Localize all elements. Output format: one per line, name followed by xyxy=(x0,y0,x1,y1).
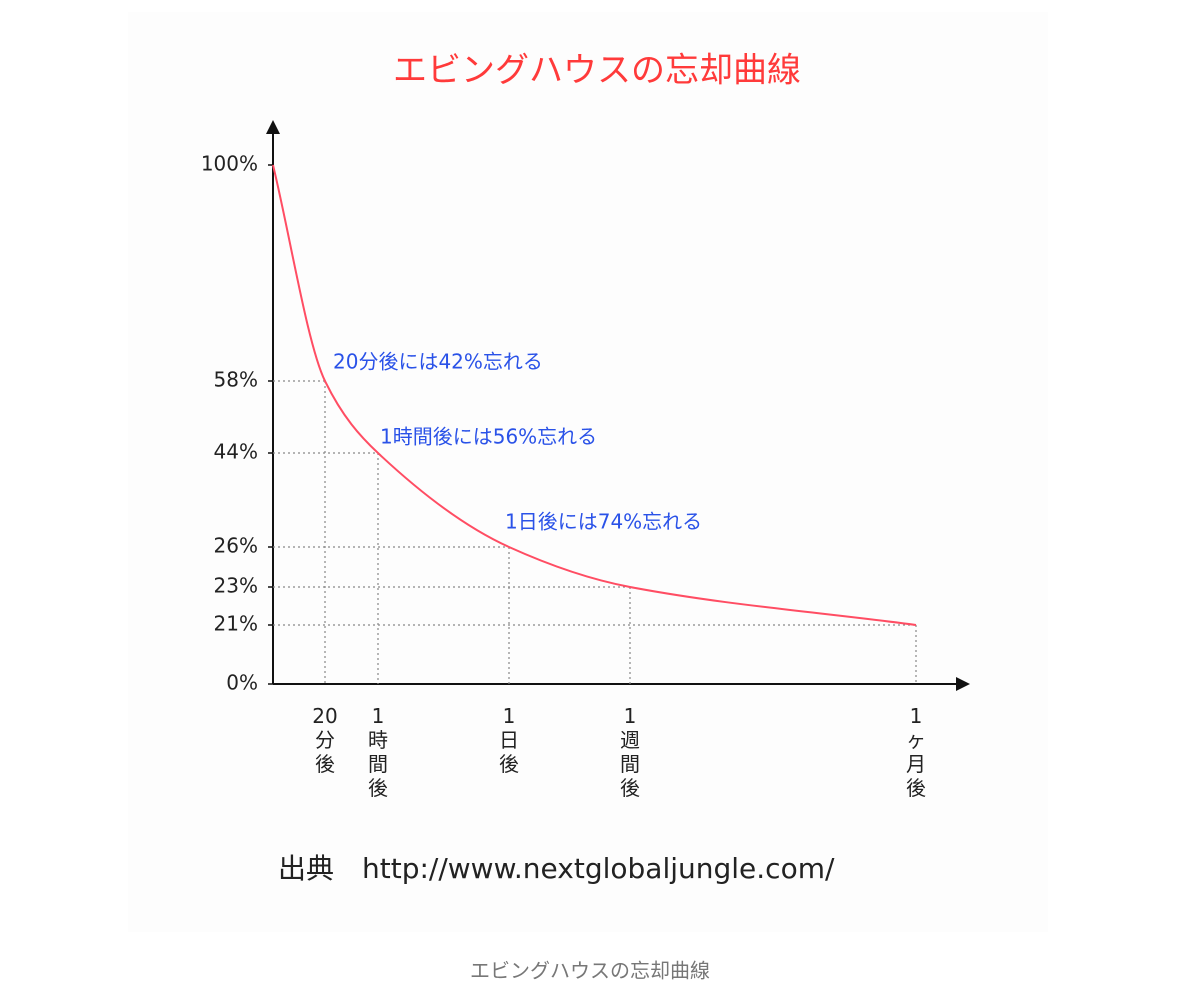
chart-title: エビングハウスの忘却曲線 xyxy=(393,51,801,91)
x-tick-label: 1 時間後 xyxy=(368,704,388,800)
figure-background xyxy=(128,12,1048,932)
y-tick-label: 100% xyxy=(201,152,258,176)
source: 出典 http://www.nextglobaljungle.com/ xyxy=(278,852,835,885)
annotation: 20分後には42%忘れる xyxy=(333,350,543,374)
y-tick-label: 58% xyxy=(214,368,258,392)
x-tick-label: 20 分後 xyxy=(312,704,337,776)
y-tick-label: 23% xyxy=(214,574,258,598)
y-tick-label: 0% xyxy=(226,671,258,695)
forgetting-curve xyxy=(272,164,917,626)
caption: エビングハウスの忘却曲線 xyxy=(470,959,710,983)
y-tick-label: 21% xyxy=(214,612,258,636)
x-tick-label: 1 日後 xyxy=(499,704,519,776)
annotation: 1時間後には56%忘れる xyxy=(380,425,597,449)
x-tick-label: 1 ヶ月後 xyxy=(906,704,926,800)
x-axis-arrow xyxy=(956,677,970,691)
y-axis-arrow xyxy=(266,120,280,134)
y-tick-label: 44% xyxy=(214,440,258,464)
y-tick-label: 26% xyxy=(214,534,258,558)
x-tick-label: 1 週間後 xyxy=(620,704,640,800)
annotation: 1日後には74%忘れる xyxy=(505,510,702,534)
